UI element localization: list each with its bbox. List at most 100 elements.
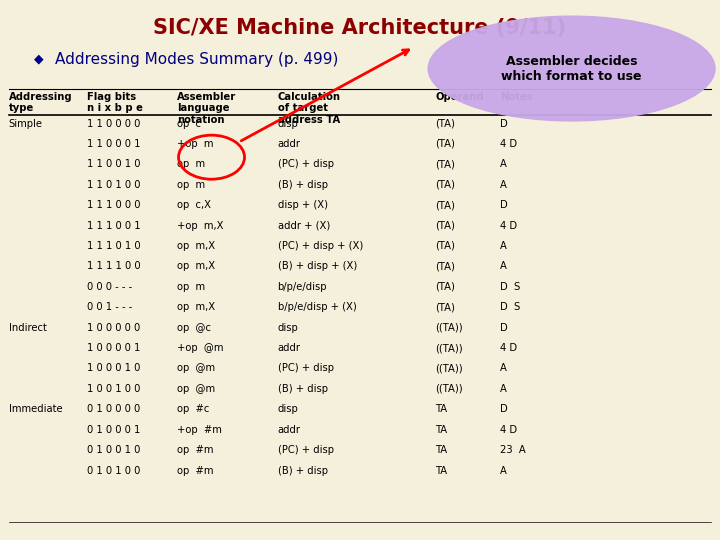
Text: 0 0 1 - - -: 0 0 1 - - - [87,302,132,312]
Text: Simple: Simple [9,118,42,129]
Text: op  @m: op @m [177,363,215,374]
Text: addr: addr [277,139,300,149]
Text: op  #c: op #c [177,404,210,414]
Text: ((TA)): ((TA)) [436,384,463,394]
Text: 4 D: 4 D [500,343,517,353]
Text: Assembler decides
which format to use: Assembler decides which format to use [501,55,642,83]
Text: (TA): (TA) [436,200,455,210]
Text: (TA): (TA) [436,180,455,190]
Text: ◆: ◆ [34,52,43,65]
Text: (TA): (TA) [436,139,455,149]
Text: op  m,X: op m,X [177,302,215,312]
Text: D  S: D S [500,282,520,292]
Text: 1 1 0 0 0 1: 1 1 0 0 0 1 [87,139,141,149]
Text: op  c,X: op c,X [177,200,211,210]
Text: Assembler
language
notation: Assembler language notation [177,92,236,125]
Text: (B) + disp: (B) + disp [277,384,328,394]
Text: 1 0 0 0 0 1: 1 0 0 0 0 1 [87,343,141,353]
Text: +op  m,X: +op m,X [177,220,224,231]
Text: op  m: op m [177,180,205,190]
Text: D: D [500,118,508,129]
Text: 0 1 0 0 0 0: 0 1 0 0 0 0 [87,404,140,414]
Text: disp: disp [277,404,298,414]
Text: (TA): (TA) [436,159,455,170]
Text: (B) + disp: (B) + disp [277,180,328,190]
Text: 1 1 1 0 1 0: 1 1 1 0 1 0 [87,241,141,251]
Text: TA: TA [436,465,447,476]
Text: 1 1 1 0 0 1: 1 1 1 0 0 1 [87,220,141,231]
Text: op  m: op m [177,282,205,292]
Text: (PC) + disp: (PC) + disp [277,159,333,170]
Text: (PC) + disp: (PC) + disp [277,363,333,374]
Text: Operand: Operand [436,92,484,102]
Text: ((TA)): ((TA)) [436,343,463,353]
Text: TA: TA [436,445,447,455]
Text: 1 0 0 0 1 0: 1 0 0 0 1 0 [87,363,141,374]
Text: (PC) + disp: (PC) + disp [277,445,333,455]
Text: (TA): (TA) [436,241,455,251]
Text: 1 1 1 0 0 0: 1 1 1 0 0 0 [87,200,141,210]
Text: A: A [500,363,507,374]
Text: (TA): (TA) [436,282,455,292]
Text: 0 0 0 - - -: 0 0 0 - - - [87,282,132,292]
Text: Addressing Modes Summary (p. 499): Addressing Modes Summary (p. 499) [55,52,338,68]
Text: D: D [500,322,508,333]
Text: Notes: Notes [500,92,532,102]
Text: disp: disp [277,118,298,129]
Text: A: A [500,180,507,190]
Text: op  #m: op #m [177,465,214,476]
Text: disp: disp [277,322,298,333]
Text: 4 D: 4 D [500,220,517,231]
Text: op  @m: op @m [177,384,215,394]
Text: D  S: D S [500,302,520,312]
Text: A: A [500,261,507,272]
Text: A: A [500,465,507,476]
Text: op  c: op c [177,118,201,129]
Text: D: D [500,404,508,414]
Text: 4 D: 4 D [500,139,517,149]
Text: addr: addr [277,425,300,435]
Text: op  #m: op #m [177,445,214,455]
Text: op  @c: op @c [177,322,211,333]
Text: Indirect: Indirect [9,322,46,333]
Text: 0 1 0 1 0 0: 0 1 0 1 0 0 [87,465,141,476]
Text: Flag bits
n i x b p e: Flag bits n i x b p e [87,92,143,113]
Text: 1 1 0 0 1 0: 1 1 0 0 1 0 [87,159,141,170]
Text: op  m,X: op m,X [177,261,215,272]
Text: 1 0 0 1 0 0: 1 0 0 1 0 0 [87,384,141,394]
Text: (TA): (TA) [436,261,455,272]
Text: ((TA)): ((TA)) [436,363,463,374]
Text: Immediate: Immediate [9,404,62,414]
Text: (TA): (TA) [436,220,455,231]
Text: (B) + disp: (B) + disp [277,465,328,476]
Text: op  m: op m [177,159,205,170]
Text: ((TA)): ((TA)) [436,322,463,333]
Text: TA: TA [436,425,447,435]
Text: disp + (X): disp + (X) [277,200,328,210]
Text: SIC/XE Machine Architecture (9/11): SIC/XE Machine Architecture (9/11) [153,17,567,37]
Text: Calculation
of target
address TA: Calculation of target address TA [277,92,341,125]
Ellipse shape [428,16,715,121]
Text: 1 1 1 1 0 0: 1 1 1 1 0 0 [87,261,141,272]
Text: (TA): (TA) [436,118,455,129]
Text: (TA): (TA) [436,302,455,312]
Text: A: A [500,241,507,251]
Text: TA: TA [436,404,447,414]
Text: (PC) + disp + (X): (PC) + disp + (X) [277,241,363,251]
Text: 23  A: 23 A [500,445,526,455]
Text: 1 0 0 0 0 0: 1 0 0 0 0 0 [87,322,140,333]
Text: Addressing
type: Addressing type [9,92,72,113]
Text: 0 1 0 0 1 0: 0 1 0 0 1 0 [87,445,141,455]
Text: +op  m: +op m [177,139,214,149]
Text: addr + (X): addr + (X) [277,220,330,231]
Text: op  m,X: op m,X [177,241,215,251]
Text: (B) + disp + (X): (B) + disp + (X) [277,261,357,272]
Text: b/p/e/disp: b/p/e/disp [277,282,327,292]
Text: 1 1 0 0 0 0: 1 1 0 0 0 0 [87,118,141,129]
Text: addr: addr [277,343,300,353]
Text: 1 1 0 1 0 0: 1 1 0 1 0 0 [87,180,141,190]
Text: D: D [500,200,508,210]
Text: b/p/e/disp + (X): b/p/e/disp + (X) [277,302,356,312]
Text: A: A [500,159,507,170]
Text: 4 D: 4 D [500,425,517,435]
